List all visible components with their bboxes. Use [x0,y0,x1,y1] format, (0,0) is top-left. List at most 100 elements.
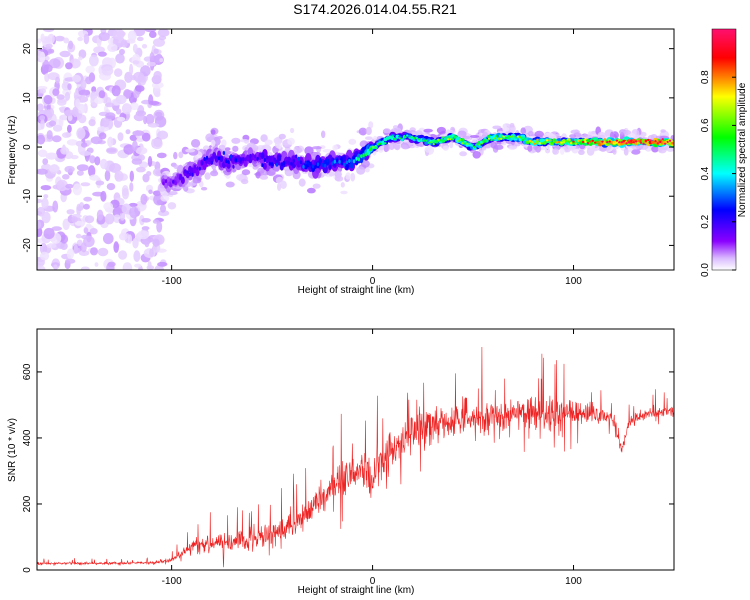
spectrogram-y-axis: -20 -10 0 10 20 [22,43,674,253]
spectral-blob [274,141,280,149]
noise-blob [43,227,55,240]
noise-blob [43,64,53,73]
ridge-blob [618,141,621,144]
noise-blob [37,265,46,270]
noise-blob [91,86,97,93]
noise-blob [71,74,82,83]
ridge-blob [362,153,365,158]
noise-blob [83,203,90,210]
ridge-blob [196,166,199,171]
ridge-blob [490,139,493,142]
ridge-blob [579,139,582,142]
noise-blob [41,197,49,209]
ridge-blob [324,163,327,168]
noise-blob [71,216,78,223]
snr-y-tick-label: 200 [22,495,33,512]
ridge-blob [215,158,218,163]
ridge-blob [263,158,267,162]
noise-blob [52,200,59,213]
ridge-blob [577,139,580,142]
noise-blob [43,29,55,33]
ridge-blob [437,138,440,141]
spectral-blob [660,129,666,133]
ridge-blob [275,162,279,167]
noise-blob [157,130,169,140]
spectrogram-x-tick-label: -100 [162,276,182,287]
ridge-blob [352,159,356,164]
ridge-blob [217,150,222,158]
noise-blob [81,234,89,240]
ridge-blob [405,134,409,137]
spectral-blob [205,133,215,142]
ridge-blob [261,163,264,168]
noise-blob [107,37,115,45]
spectral-blob [365,136,373,140]
noise-blob [157,29,170,37]
noise-blob [129,182,134,192]
ridge-blob [377,143,380,146]
ridge-blob [495,135,498,138]
ridge-blob [557,140,561,144]
noise-blob [61,132,71,138]
ridge-blob [191,172,194,177]
ridge-blob [181,176,185,181]
noise-blob [89,54,99,67]
noise-blob [121,203,132,215]
ridge-blob [671,142,674,145]
noise-blob [37,168,48,175]
noise-blob [129,63,134,76]
noise-blob [52,124,63,132]
noise-blob [128,202,138,207]
spectrogram-x-axis: -100 0 100 [162,29,582,287]
spectral-blob [623,130,632,135]
ridge-blob [164,181,168,189]
ridge-blob [555,141,558,144]
spectral-blob [210,129,216,135]
ridge-blob [251,153,254,158]
colorbar-ticks: 0.0 0.2 0.4 0.6 0.8 [700,70,736,277]
noise-blob [104,213,115,225]
ridge-blob [386,137,390,140]
noise-blob [106,148,117,153]
noise-blob [97,51,107,57]
noise-blob [153,190,162,197]
noise-blob [41,211,51,224]
noise-blob [159,58,164,63]
spectrogram-x-tick-label: 100 [565,276,582,287]
colorbar-tick-label: 0.4 [700,166,711,180]
spectral-blob [382,128,392,134]
ridge-blob [280,162,283,167]
ridge-blob [340,161,344,166]
noise-blob [83,33,90,45]
ridge-blob [338,159,341,164]
noise-blob [132,140,138,152]
colorbar-label: Normalized spectral amplitude [737,82,748,217]
noise-blob [118,232,128,241]
ridge-blob [656,142,660,145]
ridge-blob [668,139,672,142]
ridge-blob [403,135,406,138]
noise-blob [97,126,110,132]
noise-blob [135,146,148,155]
ridge-blob [290,161,293,166]
noise-blob [158,210,170,217]
spectral-blob [423,128,433,133]
spectral-blob [298,178,306,187]
spectral-blob [241,178,249,185]
noise-blob [107,136,114,148]
ridge-blob [596,140,599,144]
ridge-blob [466,142,469,146]
ridge-blob [451,138,455,141]
ridge-blob [184,169,187,174]
noise-blob [37,50,44,59]
spectral-blob [334,175,344,182]
noise-blob [85,65,95,74]
ridge-blob [201,161,204,166]
spectral-blob [340,190,348,195]
spectrogram-y-tick-label: -20 [22,238,33,253]
spectral-blob [436,126,446,134]
noise-blob [127,234,133,244]
noise-blob [153,70,162,81]
ridge-blob [502,135,505,138]
noise-blob [156,221,163,233]
